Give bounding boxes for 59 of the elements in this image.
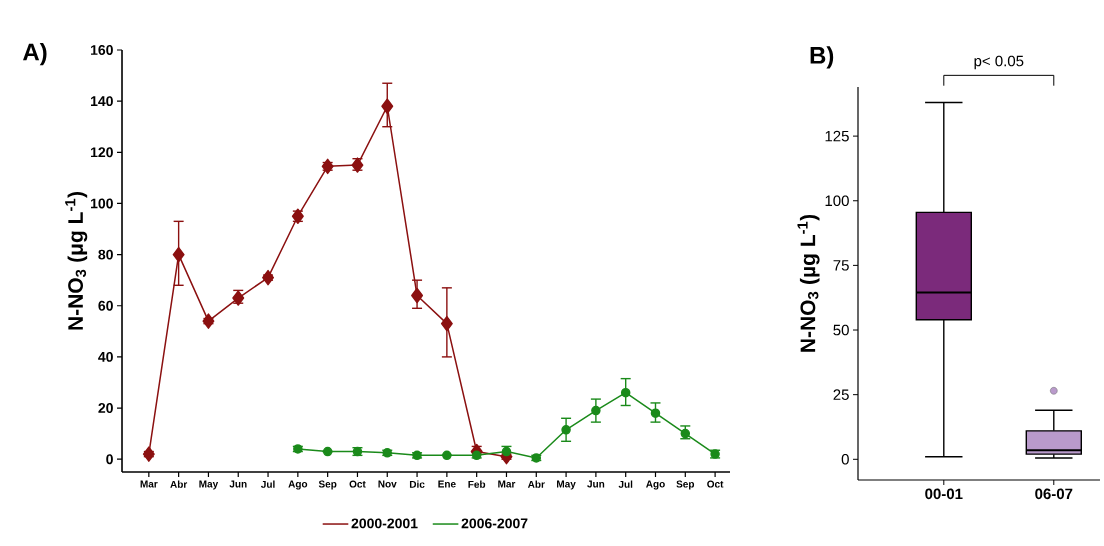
x-tick-label: May — [557, 480, 576, 490]
point — [440, 315, 453, 332]
y-tick-label: 0 — [841, 453, 849, 465]
point — [142, 446, 155, 462]
x-tick-label: Nov — [378, 480, 397, 488]
x-tick-label: Ago — [646, 480, 665, 490]
y-tick-label: 60 — [98, 300, 113, 311]
point — [411, 287, 424, 304]
y-tick-label: 40 — [98, 351, 113, 362]
x-tick-label: Mar — [140, 480, 158, 488]
x-tick-label: May — [199, 480, 219, 490]
x-tick-label: Jul — [618, 480, 633, 488]
legend-label: 2000-2001 — [351, 518, 418, 529]
x-tick-label: Dic — [409, 480, 425, 488]
chart-title: A) — [23, 42, 47, 66]
point — [650, 408, 661, 418]
x-tick-label: Sep — [318, 480, 337, 490]
y-tick-label: 0 — [106, 454, 113, 465]
point — [620, 387, 631, 398]
x-tick-label: Ene — [438, 480, 456, 488]
y-tick-label: 80 — [98, 249, 113, 260]
chart-title: B) — [810, 46, 834, 69]
point — [322, 446, 333, 457]
x-tick-label: Ago — [288, 480, 308, 490]
point — [381, 98, 394, 115]
y-tick-label: 20 — [98, 403, 113, 414]
point — [202, 313, 215, 329]
text: p< 0.05 — [974, 55, 1024, 70]
x-tick-label: Oct — [707, 480, 724, 488]
y-tick-label: 25 — [833, 389, 849, 400]
point — [172, 246, 185, 263]
point — [501, 446, 512, 457]
x-tick-label: Jul — [260, 480, 275, 488]
legend-label: 2006-2007 — [461, 518, 528, 529]
y-tick-label: 75 — [833, 260, 849, 271]
point — [262, 269, 275, 286]
point — [591, 405, 601, 416]
x-tick-label: Abr — [170, 480, 188, 488]
x-tick-label: Abr — [527, 480, 545, 488]
y-tick-label: 100 — [825, 195, 849, 207]
y-tick-label: 140 — [91, 96, 113, 107]
x-tick-label: Feb — [468, 480, 486, 488]
x-tick-label: 00-01 — [925, 488, 963, 500]
x-tick-label: Jun — [587, 480, 605, 488]
y-tick-label: 50 — [833, 324, 849, 336]
y-axis-title: N-NO$_{3}$ (μg L$^{-1}$) — [65, 192, 88, 330]
x-tick-label: Oct — [349, 480, 366, 488]
y-tick-label: 125 — [825, 130, 849, 142]
x-tick-label: Jun — [229, 480, 247, 488]
y-axis-title: N-NO$_{3}$ (µg L$^{-1}$) — [797, 214, 820, 352]
x-tick-label: Mar — [498, 480, 516, 488]
point — [442, 450, 452, 461]
y-tick-label: 100 — [91, 198, 113, 209]
x-tick-label: Sep — [676, 480, 695, 490]
point — [561, 425, 571, 435]
point — [321, 158, 334, 175]
y-tick-label: 120 — [91, 147, 113, 158]
y-tick-label: 160 — [91, 45, 113, 55]
x-tick-label: 06-07 — [1035, 488, 1073, 500]
